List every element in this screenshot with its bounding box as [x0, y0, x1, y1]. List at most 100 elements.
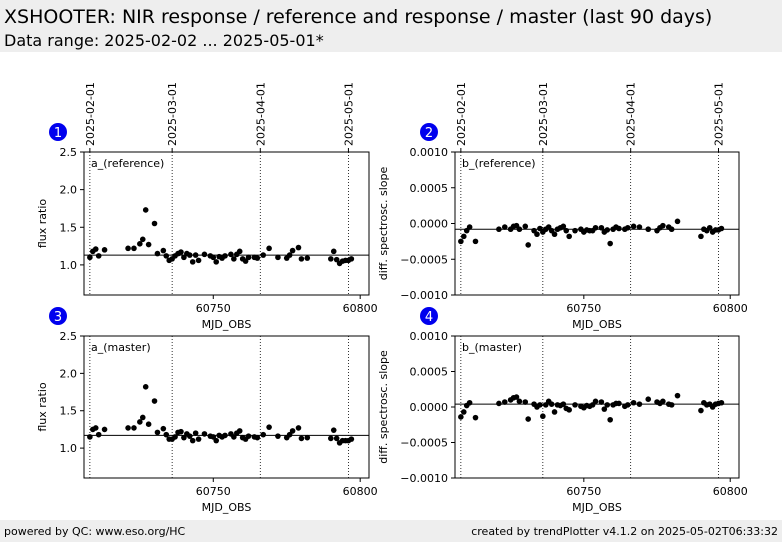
panel-3-data-point	[131, 425, 137, 431]
panel-2-series-label: b_(reference)	[462, 157, 536, 170]
panel-2-data-point	[458, 238, 464, 245]
page-title: XSHOOTER: NIR response / reference and r…	[4, 6, 713, 28]
panel-3-data-point	[163, 431, 170, 438]
panel-3-series-label: a_(master)	[91, 341, 151, 354]
panel-1-data-point	[195, 257, 202, 264]
panel-4-data-point	[592, 398, 599, 405]
panel-1-data-point	[236, 248, 243, 255]
panel-4-xlabel: MJD_OBS	[572, 501, 622, 514]
panel-2-data-point	[706, 224, 713, 231]
panel-3-xtick-label: 60750	[196, 485, 231, 498]
panel-1-frame	[83, 151, 370, 296]
panel-1-number-label: 1	[54, 126, 62, 141]
panel-1-ytick-label: 2.0	[60, 184, 78, 197]
panel-4-data-point	[698, 407, 704, 414]
panel-2-data-point	[674, 218, 681, 225]
panel-1-data-point	[181, 254, 187, 261]
panel-2-data-point	[630, 223, 637, 230]
panel-4-ylabel: diff. spectrosc. slope	[377, 350, 390, 464]
panel-1-date-label: 2025-05-01	[342, 82, 355, 146]
panel-4-data-point	[501, 399, 508, 405]
panel-1-data-point	[92, 246, 99, 252]
panel-1-data-point	[145, 241, 152, 248]
panel-1-data-point	[298, 256, 305, 262]
panel-4-data-point	[537, 402, 543, 408]
panel-2-data-point	[560, 223, 567, 230]
panel-3-data-point	[295, 425, 302, 431]
panel-3-data-point	[151, 398, 158, 404]
footer-timestamp: created by trendPlotter v4.1.2 on 2025-0…	[471, 525, 778, 538]
panel-2-data-point	[501, 224, 508, 230]
panel-1-data-point	[231, 256, 237, 262]
panel-2-data-point	[636, 224, 643, 230]
panel-1-data-point	[213, 259, 220, 265]
panel-3-ytick-label: 2.0	[60, 367, 78, 380]
panel-4-data-point	[566, 407, 572, 413]
panel-2-frame	[454, 151, 740, 296]
panel-2-data-point	[592, 224, 599, 231]
panel-4-data-point	[466, 399, 473, 406]
panel-3-xtick-label: 60800	[343, 485, 378, 498]
panel-4-data-point	[540, 413, 546, 420]
panel-2-data-point	[660, 222, 666, 229]
panel-2-ytick-label: 0.0005	[410, 182, 449, 195]
panel-1-data-point	[260, 252, 267, 258]
panel-3-xlabel: MJD_OBS	[202, 501, 252, 514]
panel-1-date-label: 2025-02-01	[84, 82, 97, 146]
panel-2-data-point	[496, 226, 502, 233]
panel-3-data-point	[154, 429, 161, 436]
panel-1-data-point	[95, 253, 102, 259]
panel-3-data-point	[222, 432, 228, 439]
footer-bar: powered by QC: www.eso.org/HC created by…	[0, 520, 782, 542]
panel-4-series-label: b_(master)	[462, 341, 522, 354]
panel-2-data-point	[566, 233, 572, 240]
panel-1-ytick-label: 1.5	[60, 221, 78, 234]
panel-4-data-point	[616, 400, 622, 407]
panel-3-data-point	[87, 434, 93, 440]
panel-3-data-point	[275, 433, 281, 439]
panel-1-data-point	[137, 241, 143, 247]
panel-2-ytick-label: 0.0010	[410, 146, 449, 159]
panel-4-data-point	[636, 401, 643, 407]
panel-1-data-point	[210, 254, 217, 261]
panel-3-frame	[83, 335, 370, 479]
panel-3-data-point	[92, 425, 99, 431]
panel-1-data-point	[304, 255, 311, 261]
panel-3-number-badge	[49, 307, 67, 325]
panel-1-data-point	[178, 249, 184, 255]
panel-4-number-label: 4	[425, 310, 433, 325]
panel-1-data-point	[87, 254, 93, 261]
panel-4-data-point	[630, 399, 637, 406]
panel-1-data-point	[192, 252, 199, 258]
panel-3-data-point	[178, 428, 184, 435]
panel-2-data-point	[563, 227, 570, 234]
panel-3-data-point	[330, 427, 337, 433]
panel-2-data-point	[645, 226, 652, 233]
panel-4-data-point	[496, 400, 502, 407]
panel-1-data-point	[201, 251, 208, 258]
panel-1-data-point	[275, 254, 281, 261]
panel-3-data-point	[289, 428, 296, 434]
panel-4-data-point	[604, 402, 611, 408]
panel-4-data-point	[668, 402, 675, 408]
panel-1-data-point	[266, 245, 272, 252]
panel-2-data-point	[534, 231, 540, 238]
panel-1-data-point	[189, 259, 196, 265]
panel-2-date-label: 2025-04-01	[625, 82, 638, 146]
panel-3-data-point	[101, 426, 108, 433]
panel-2-number-badge	[420, 123, 438, 141]
panel-2-ylabel: diff. spectrosc. slope	[377, 167, 390, 281]
panel-1-date-label: 2025-03-01	[166, 82, 179, 146]
panel-2-data-point	[551, 231, 558, 238]
panel-3-data-point	[192, 430, 199, 436]
panel-3-data-point	[160, 425, 167, 432]
footer-credit: powered by QC: www.eso.org/HC	[4, 525, 186, 538]
panel-4-data-point	[718, 399, 725, 406]
panel-1-data-point	[328, 256, 334, 262]
panel-2-data-point	[698, 233, 704, 240]
panel-4-data-point	[525, 416, 531, 422]
panel-2-data-point	[525, 242, 531, 248]
panel-3-data-point	[125, 425, 131, 431]
panel-3-data-point	[145, 421, 152, 427]
panel-1-data-point	[286, 252, 293, 258]
